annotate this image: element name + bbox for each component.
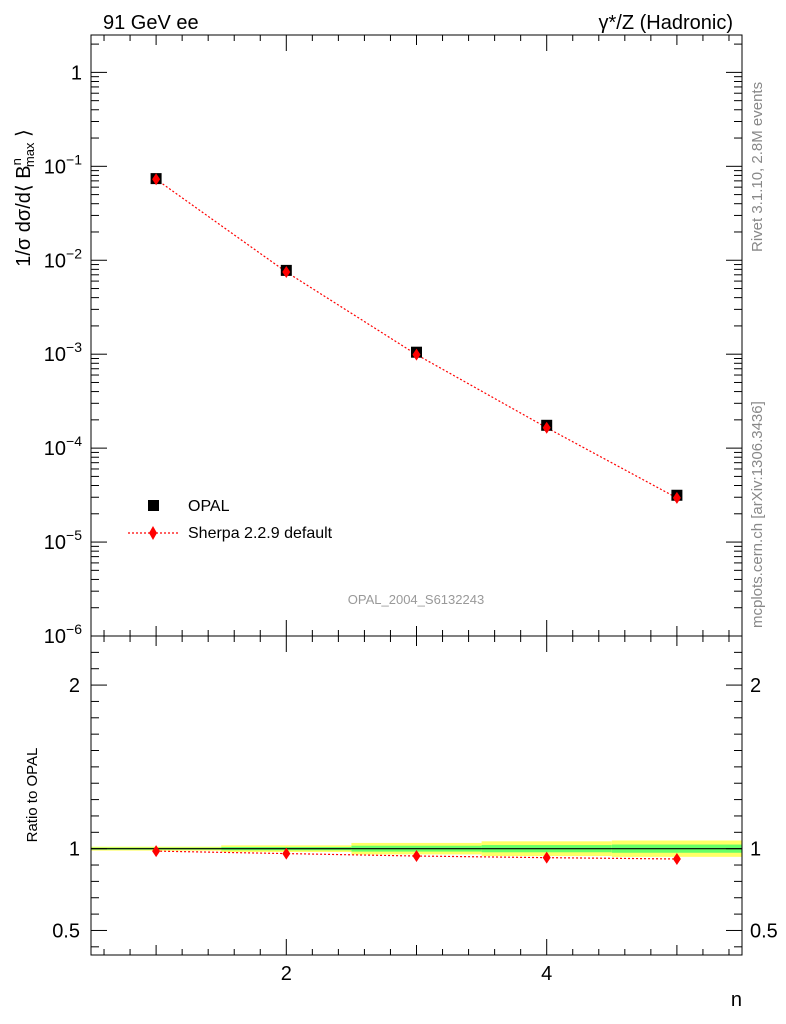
ratio-xlabel: n — [731, 989, 742, 1011]
main-ylabel-part: 1/σ dσ/d⟨ B — [13, 165, 35, 266]
mcplots-label: mcplots.cern.ch [arXiv:1306.3436] — [749, 401, 766, 628]
sherpa-point — [412, 348, 421, 361]
ratio-ytick-label-right: 1 — [750, 839, 761, 861]
sherpa-point — [282, 265, 291, 278]
main-ytick-base: 10 — [44, 156, 66, 178]
main-ytick-base: 10 — [44, 532, 66, 554]
header-left: 91 GeV ee — [103, 12, 199, 34]
legend-sherpa-marker — [149, 526, 157, 540]
main-ytick-label: 10−6 — [44, 621, 82, 648]
ratio-panel: 0.5 0.5 1 1 2 2 2 4 Ratio to OPAL n — [24, 635, 778, 1011]
ratio-sherpa-point — [672, 852, 681, 865]
legend: OPAL Sherpa 2.2.9 default — [128, 498, 333, 542]
main-ytick-label: 10−3 — [44, 339, 82, 366]
main-ytick-base: 10 — [44, 250, 66, 272]
legend-opal-label: OPAL — [188, 498, 230, 515]
ratio-xtick-label: 2 — [281, 963, 292, 985]
main-ytick-label: 1 — [71, 62, 82, 84]
sherpa-line — [155, 178, 678, 499]
sherpa-point — [672, 491, 681, 504]
ratio-ytick-label: 2 — [69, 675, 80, 697]
ratio-sherpa-point — [282, 847, 291, 860]
main-ytick-label: 10−5 — [44, 527, 82, 554]
main-ylabel-sub: max — [22, 142, 37, 167]
main-ylabel-end: ⟩ — [13, 129, 35, 142]
ratio-sherpa-point — [412, 850, 421, 863]
main-ytick-exp: −3 — [66, 339, 82, 355]
ratio-series — [152, 845, 681, 865]
rivet-label: Rivet 3.1.10, 2.8M events — [749, 82, 766, 252]
main-ticks: 110−110−210−310−410−510−6 — [44, 35, 742, 648]
ratio-sherpa-point — [152, 845, 161, 858]
ratio-ytick-label-right: 2 — [750, 675, 761, 697]
ratio-ylabel: Ratio to OPAL — [24, 748, 41, 843]
main-ytick-base: 10 — [44, 626, 66, 648]
main-ytick-exp: −6 — [66, 621, 82, 637]
ratio-ytick-label: 1 — [69, 839, 80, 861]
main-ytick-label: 10−4 — [44, 433, 82, 460]
sherpa-point — [542, 421, 551, 434]
main-ytick-base: 10 — [44, 344, 66, 366]
sherpa-point — [152, 173, 161, 186]
legend-opal-marker — [148, 500, 159, 511]
analysis-watermark: OPAL_2004_S6132243 — [348, 592, 484, 607]
main-ylabel-sup: n — [9, 158, 24, 165]
main-ytick-label: 10−1 — [44, 151, 82, 178]
main-panel: 110−110−210−310−410−510−6 1/σ dσ/d⟨ Bnma… — [9, 34, 743, 648]
ratio-ytick-label: 0.5 — [52, 920, 80, 942]
ratio-sherpa-point — [542, 851, 551, 864]
main-ytick-exp: −2 — [66, 245, 82, 261]
main-ylabel: 1/σ dσ/d⟨ Bnmax ⟩ — [9, 129, 37, 267]
legend-sherpa-label: Sherpa 2.2.9 default — [188, 525, 333, 542]
header-right: γ*/Z (Hadronic) — [599, 12, 733, 34]
main-ytick-exp: −5 — [66, 527, 82, 543]
ratio-frame — [90, 635, 743, 956]
main-ytick-exp: −4 — [66, 433, 82, 449]
ratio-ytick-label-right: 0.5 — [750, 920, 778, 942]
main-series — [150, 173, 683, 504]
ratio-ticks: 0.5 0.5 1 1 2 2 2 4 — [52, 636, 778, 985]
main-ytick-label: 10−2 — [44, 245, 82, 272]
main-ytick-base: 10 — [44, 438, 66, 460]
main-frame — [90, 34, 743, 637]
ratio-xtick-label: 4 — [541, 963, 552, 985]
main-ytick-exp: −1 — [66, 151, 82, 167]
